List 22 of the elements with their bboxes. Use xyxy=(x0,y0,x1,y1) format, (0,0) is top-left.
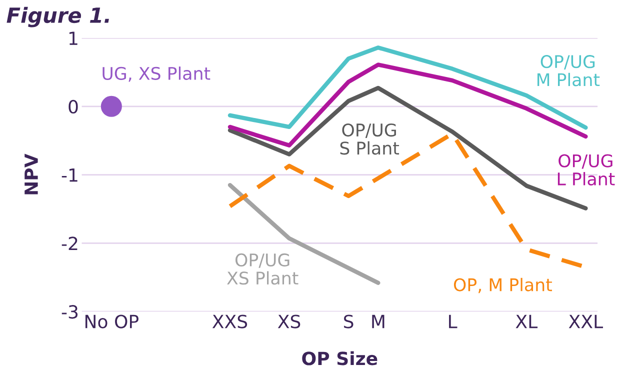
series-label: OP/UG S Plant xyxy=(340,123,400,155)
x-tick-label: XXS xyxy=(212,314,248,328)
x-tick-label: XL xyxy=(516,314,538,328)
y-tick-label: -3 xyxy=(62,305,78,319)
chart-title: Figure 1. xyxy=(6,6,109,28)
x-tick-label: S xyxy=(344,314,354,328)
x-tick-label: XS xyxy=(278,314,300,328)
y-tick-label: -1 xyxy=(62,168,78,182)
series-label: OP, M Plant xyxy=(454,278,552,294)
y-axis-title: NPV xyxy=(24,154,38,194)
y-tick-label: 0 xyxy=(68,100,78,114)
y-tick-label: 1 xyxy=(69,32,78,45)
series-label: OP/UG M Plant xyxy=(537,55,600,86)
x-tick-label: M xyxy=(372,314,384,328)
series-label: OP/UG XS Plant xyxy=(227,253,298,285)
y-tick-label: -2 xyxy=(62,236,78,250)
x-axis-title: OP Size xyxy=(302,351,378,366)
series-label: OP/UG L Plant xyxy=(558,154,615,186)
series-label: UG, XS Plant xyxy=(102,66,210,82)
x-tick-label: XXL xyxy=(568,314,603,328)
x-tick-label: No OP xyxy=(85,314,138,328)
x-tick-label: L xyxy=(449,314,458,328)
